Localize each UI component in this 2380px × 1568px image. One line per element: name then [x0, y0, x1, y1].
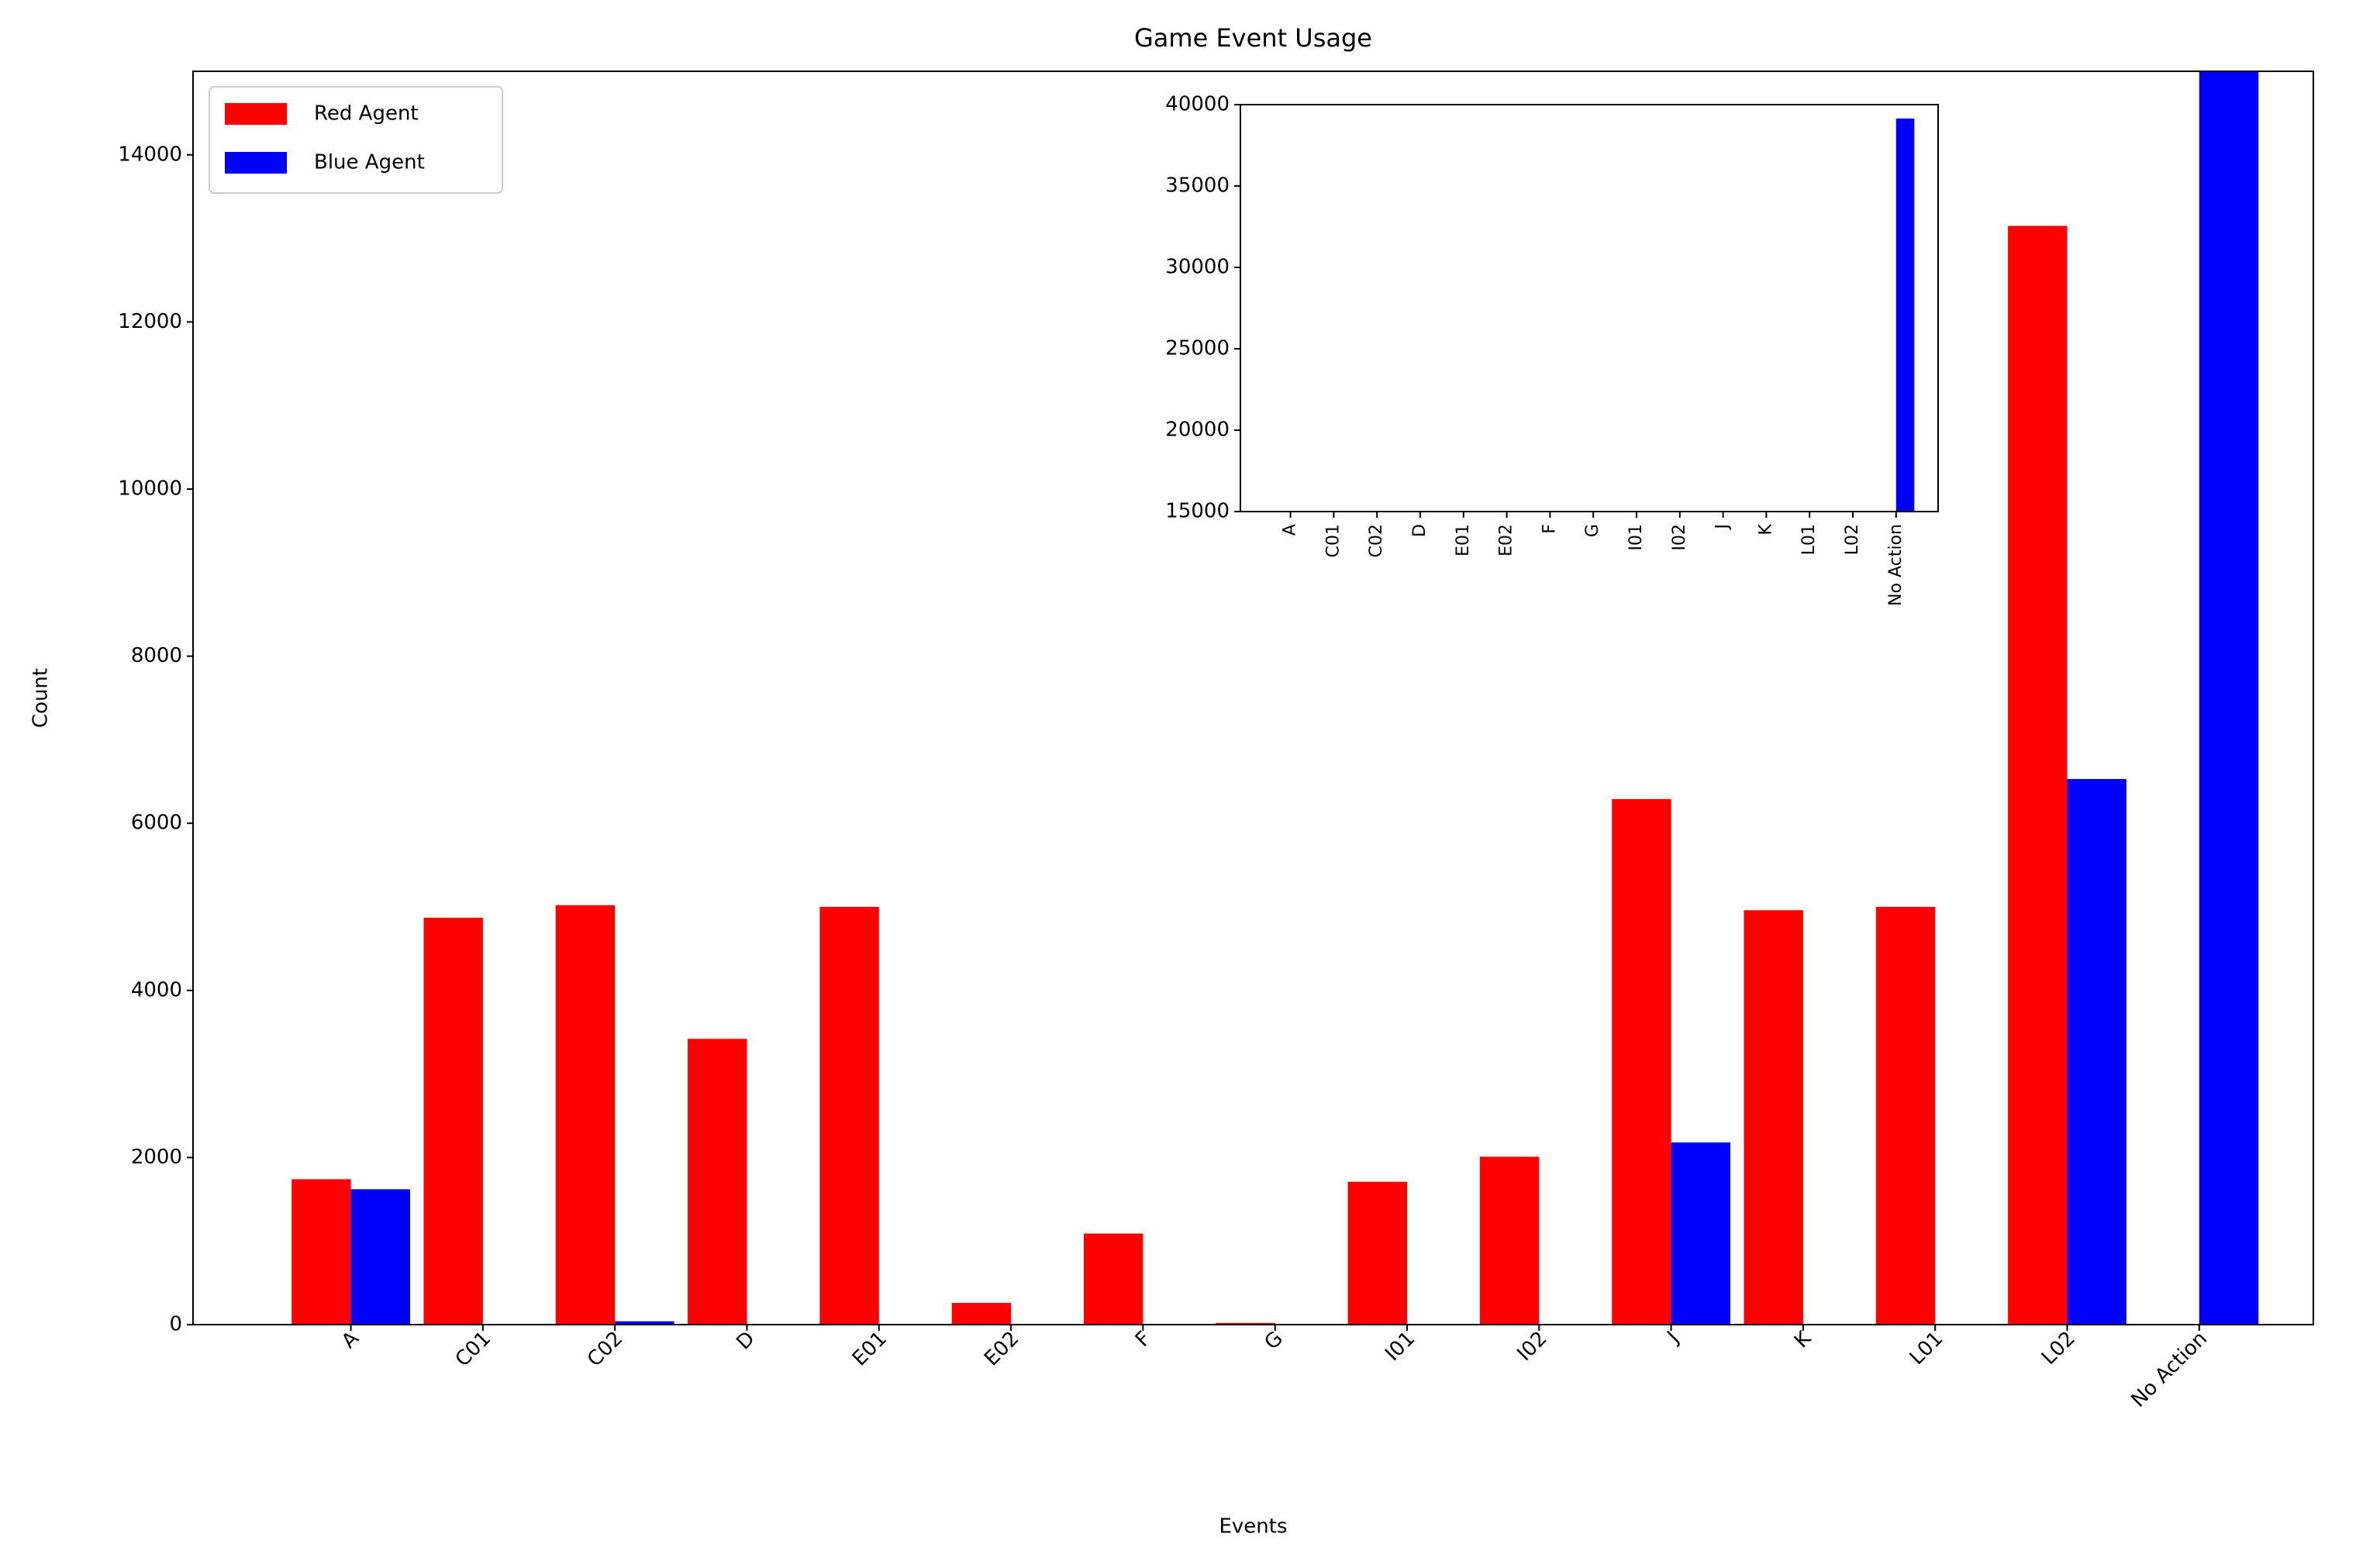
bar: [1084, 1233, 1143, 1325]
y-tick-label: 40000: [1165, 93, 1230, 116]
y-tick-label: 20000: [1165, 419, 1230, 442]
plot-background: [1240, 105, 1938, 512]
legend-swatch: [225, 103, 287, 125]
x-tick-label: J: [1713, 524, 1733, 531]
x-tick-label: C01: [451, 1327, 495, 1371]
x-tick-label: G: [1260, 1327, 1287, 1354]
x-tick-label: E01: [1454, 524, 1473, 557]
bar: [688, 1039, 747, 1325]
bar: [423, 918, 483, 1325]
y-tick-label: 0: [169, 1313, 182, 1336]
x-tick-label: I02: [1670, 524, 1689, 550]
bar: [1347, 1181, 1407, 1325]
bar: [2067, 779, 2126, 1325]
y-tick-label: 25000: [1165, 337, 1230, 360]
bar: [819, 907, 879, 1325]
x-tick-label: I02: [1513, 1327, 1552, 1366]
y-tick-label: 30000: [1165, 256, 1230, 279]
x-tick-label: E02: [1497, 524, 1516, 557]
x-tick-label: A: [1281, 524, 1300, 536]
y-tick-label: 6000: [131, 812, 182, 835]
bar: [951, 1302, 1012, 1325]
x-tick-label: L02: [2037, 1327, 2080, 1370]
y-tick-label: 8000: [131, 644, 182, 667]
x-tick-label: L01: [1799, 524, 1819, 555]
bar: [1671, 1142, 1730, 1325]
y-tick-label: 10000: [118, 477, 182, 501]
plot-frame: [192, 71, 2314, 1325]
bar: [555, 905, 616, 1325]
y-tick-label: 14000: [118, 143, 182, 166]
x-tick-label: D: [1410, 524, 1430, 537]
bar: [350, 1189, 410, 1325]
bar: [615, 1321, 674, 1325]
y-tick-label: 35000: [1165, 174, 1230, 198]
y-tick-label: 12000: [118, 310, 182, 333]
bar: [2199, 71, 2259, 1325]
bar: [1479, 1156, 1540, 1325]
x-tick-label: C01: [1323, 524, 1343, 557]
x-tick-label: I01: [1626, 524, 1646, 550]
x-tick-label: K: [1756, 523, 1775, 535]
plot-area: [291, 71, 2259, 1325]
x-tick-label: C02: [583, 1327, 627, 1371]
x-tick-label: C02: [1367, 524, 1386, 557]
x-tick-label: D: [732, 1327, 759, 1354]
x-tick-label: L02: [1843, 524, 1862, 555]
bar: [1875, 907, 1936, 1325]
x-tick-label: F: [1540, 524, 1559, 534]
legend-label: Red Agent: [314, 102, 419, 126]
legend-label: Blue Agent: [314, 151, 425, 174]
bar: [2008, 226, 2068, 1325]
y-tick-label: 4000: [131, 978, 182, 1001]
bar: [1216, 1322, 1275, 1325]
x-tick-label: No Action: [1886, 524, 1906, 606]
bar: [1612, 798, 1671, 1325]
y-axis-label: Count: [29, 668, 53, 728]
legend-swatch: [225, 152, 287, 174]
x-tick-label: G: [1583, 524, 1602, 537]
bar: [1744, 910, 1803, 1325]
x-tick-label: E02: [980, 1327, 1023, 1370]
x-tick-label: I01: [1381, 1327, 1419, 1366]
x-tick-label: L01: [1906, 1327, 1948, 1370]
y-tick-label: 2000: [131, 1146, 182, 1169]
plot-area: [1895, 118, 1915, 512]
x-tick-label: E01: [848, 1327, 892, 1370]
x-tick-label: J: [1662, 1327, 1684, 1349]
bar: [291, 1179, 351, 1325]
chart-title: Game Event Usage: [1134, 23, 1372, 53]
x-tick-label: A: [337, 1327, 364, 1353]
x-axis-label: Events: [1219, 1515, 1287, 1539]
plot-frame: [1240, 104, 1939, 512]
x-tick-label: No Action: [2126, 1327, 2212, 1412]
y-tick-label: 15000: [1165, 500, 1230, 523]
bar: [1895, 118, 1915, 512]
